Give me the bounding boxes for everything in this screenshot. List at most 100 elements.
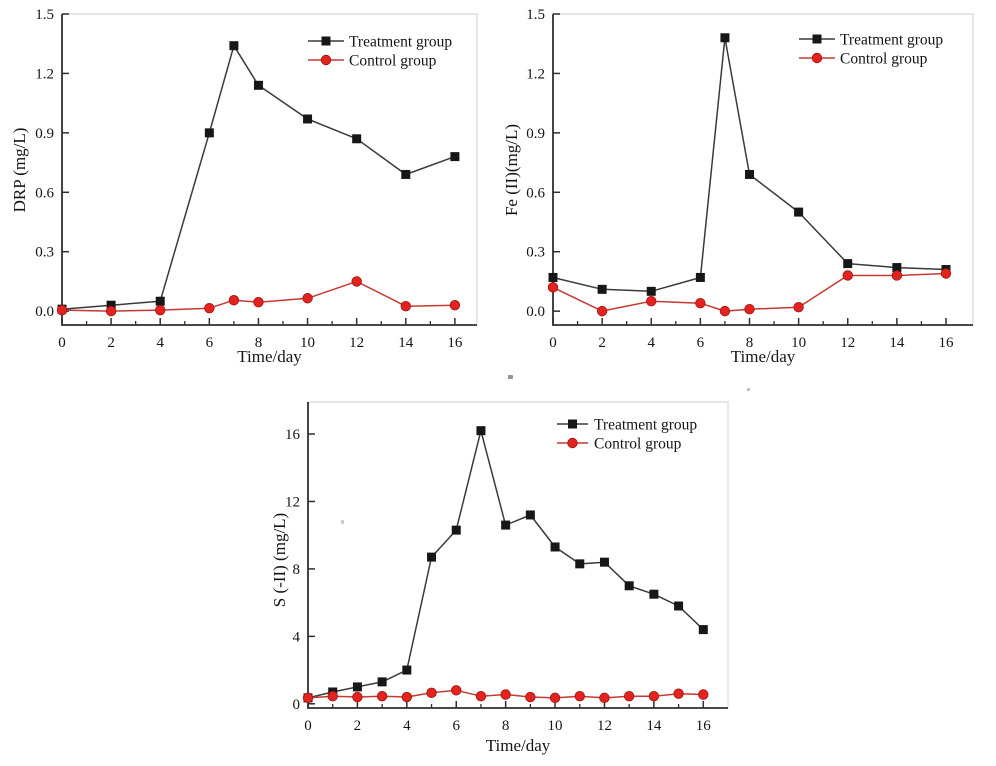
treatment-marker: [401, 169, 411, 179]
treatment-marker: [106, 300, 116, 310]
control-marker: [327, 690, 338, 702]
treatment-marker: [575, 559, 585, 569]
y-tick-label: 0.9: [35, 126, 54, 142]
y-tick-label: 8: [293, 562, 301, 578]
control-marker: [155, 304, 166, 316]
x-tick-label: 8: [502, 718, 510, 734]
control-marker: [426, 687, 437, 699]
x-tick-label: 14: [398, 335, 414, 351]
artifact-dot: [341, 520, 344, 524]
legend-marker-control: [567, 437, 578, 449]
legend-marker-control: [811, 52, 823, 64]
treatment-marker: [843, 259, 853, 269]
legend-marker-control: [320, 54, 332, 66]
control-marker: [228, 295, 240, 306]
legend-label-control: Control group: [594, 436, 682, 453]
y-tick-label: 0.0: [526, 304, 545, 320]
x-tick-label: 14: [646, 718, 662, 734]
control-marker: [56, 304, 68, 316]
control-line: [61, 280, 455, 312]
control-marker: [673, 688, 684, 699]
x-tick-label: 10: [791, 335, 806, 351]
legend-label-control: Control group: [840, 51, 928, 68]
x-axis-label: Time/day: [237, 347, 302, 366]
artifact-dot: [747, 388, 750, 391]
treatment-marker: [525, 510, 535, 520]
control-marker: [574, 690, 585, 702]
y-tick-label: 12: [285, 494, 300, 510]
legend-label-treatment: Treatment group: [594, 417, 697, 434]
x-tick-label: 16: [447, 335, 463, 351]
x-tick-label: 10: [300, 335, 315, 351]
treatment-marker: [155, 296, 165, 306]
y-axis-label: DRP (mg/L): [10, 128, 29, 213]
x-tick-label: 6: [452, 718, 460, 734]
x-tick-label: 6: [697, 335, 705, 351]
treatment-marker: [352, 682, 362, 692]
treatment-marker: [624, 581, 634, 591]
chart-fe2: 0 2 4 6 8 10 12 14 16 0.0 0.3 0.6 0.9 1.2 1.5 Time/day F…: [496, 0, 996, 380]
control-marker: [842, 270, 853, 281]
control-marker: [695, 298, 706, 309]
x-axis-label: Time/day: [731, 347, 796, 366]
control-marker: [400, 300, 411, 312]
treatment-marker: [352, 134, 362, 144]
y-axis-label: Fe (II)(mg/L): [502, 124, 521, 216]
legend-label-treatment: Treatment group: [349, 34, 452, 51]
y-axis-label: S (-II) (mg/L): [270, 513, 289, 607]
y-tick-label: 0.3: [35, 245, 54, 261]
y-tick-label: 0: [293, 697, 301, 713]
plot-frame: [62, 13, 478, 325]
y-tick-label: 1.5: [526, 7, 545, 23]
chart-fe2-svg: 0 2 4 6 8 10 12 14 16 0.0 0.3 0.6 0.9 1.2 1.5 Time/day F…: [502, 7, 974, 366]
x-tick-label: 0: [304, 718, 312, 734]
x-tick-label: 14: [889, 335, 905, 351]
control-marker: [525, 691, 536, 703]
treatment-marker: [649, 589, 659, 599]
treatment-marker: [450, 152, 460, 162]
control-marker: [253, 297, 264, 308]
treatment-marker: [204, 128, 214, 138]
control-marker: [549, 692, 561, 704]
legend-label-control: Control group: [349, 53, 437, 70]
treatment-marker: [229, 41, 239, 51]
x-tick-label: 12: [349, 335, 364, 351]
control-marker: [793, 301, 804, 313]
control-marker: [376, 690, 388, 702]
treatment-marker: [794, 207, 804, 217]
x-tick-label: 8: [746, 335, 754, 351]
plot-frame: [308, 401, 729, 708]
y-tick-label: 1.5: [35, 7, 54, 23]
control-marker: [475, 690, 487, 702]
treatment-line: [61, 44, 456, 310]
y-tick-label: 0.9: [526, 126, 545, 142]
legend-marker-treatment: [321, 36, 331, 46]
x-tick-label: 4: [403, 718, 411, 734]
plot-frame: [553, 13, 974, 325]
treatment-marker: [695, 272, 705, 282]
y-tick-label: 4: [293, 629, 301, 645]
y-tick-label: 1.2: [35, 66, 54, 82]
control-marker: [547, 282, 559, 293]
legend-label-treatment: Treatment group: [840, 32, 943, 49]
x-tick-label: 2: [354, 718, 362, 734]
x-tick-label: 4: [647, 335, 655, 351]
x-tick-label: 16: [938, 335, 954, 351]
x-axis-label: Time/day: [486, 736, 551, 755]
control-marker: [599, 692, 610, 704]
control-marker: [744, 303, 755, 315]
x-tick-label: 4: [156, 335, 164, 351]
x-tick-label: 12: [840, 335, 855, 351]
treatment-line: [552, 37, 947, 293]
treatment-marker: [698, 625, 708, 635]
treatment-marker: [599, 557, 609, 567]
control-marker: [401, 691, 413, 703]
chart-s2: 0 2 4 6 8 10 12 14 16 0 4 8 12 16 Time/day S (-II) (mg/…: [240, 386, 760, 766]
treatment-marker: [402, 665, 412, 675]
treatment-marker: [253, 80, 263, 90]
control-marker: [451, 685, 462, 696]
treatment-marker: [597, 284, 607, 294]
treatment-marker: [550, 542, 560, 552]
control-marker: [449, 299, 461, 311]
